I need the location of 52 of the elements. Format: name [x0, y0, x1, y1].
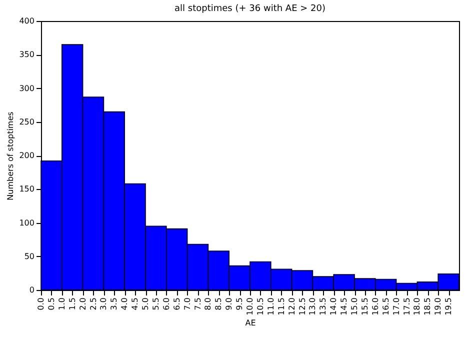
x-tick-label: 16.0 — [370, 298, 380, 316]
x-tick-label: 13.5 — [318, 298, 328, 316]
x-tick-label: 11.0 — [266, 298, 276, 316]
x-tick-label: 5.0 — [141, 298, 150, 310]
x-tick-label: 4.5 — [130, 298, 140, 310]
y-tick-label: 350 — [19, 50, 34, 60]
x-tick-label: 6.5 — [172, 298, 182, 310]
x-tick-label: 18.0 — [412, 298, 422, 316]
y-tick-label: 100 — [19, 218, 34, 228]
x-tick-label: 16.5 — [381, 298, 390, 316]
x-tick-label: 13.0 — [308, 298, 318, 316]
x-tick-label: 7.0 — [182, 298, 192, 310]
x-tick-label: 12.5 — [298, 298, 307, 316]
y-tick-label: 250 — [19, 117, 34, 126]
x-tick-label: 9.5 — [235, 298, 244, 310]
x-tick-label: 12.0 — [287, 298, 296, 316]
x-tick-label: 0.0 — [36, 298, 46, 310]
x-tick-label: 5.5 — [151, 298, 160, 310]
x-tick-label: 0.5 — [46, 298, 56, 310]
y-tick-label: 150 — [19, 184, 34, 194]
x-tick-label: 10.0 — [246, 298, 254, 316]
x-tick-label: 8.5 — [214, 298, 224, 310]
x-tick-label: 4.0 — [120, 298, 130, 310]
x-tick-label: 8.0 — [204, 298, 213, 310]
y-tick-label: 50 — [24, 252, 34, 261]
x-tick-label: 1.0 — [57, 298, 66, 310]
x-tick-label: 7.5 — [193, 298, 202, 310]
x-tick-label: 17.0 — [392, 298, 401, 316]
x-tick-label: 3.0 — [99, 298, 108, 310]
x-tick-label: 18.5 — [423, 298, 432, 316]
x-axis-title: AE — [245, 318, 256, 328]
x-tick-label: 2.0 — [78, 298, 88, 310]
x-tick-label: 15.5 — [360, 298, 370, 316]
x-tick-label: 6.0 — [162, 298, 171, 310]
x-tick-label: 17.5 — [402, 298, 412, 316]
x-tick-label: 11.5 — [276, 298, 286, 316]
x-tick-label: 2.5 — [88, 298, 98, 310]
y-axis-title: Numbers of stoptimes — [6, 112, 16, 200]
x-tick-label: 10.5 — [256, 298, 265, 316]
x-tick-label: 14.5 — [340, 298, 349, 316]
x-tick-label: 1.5 — [68, 298, 77, 310]
x-tick-label: 19.5 — [444, 298, 454, 316]
y-tick-label: 200 — [19, 151, 34, 160]
y-tick-label: 400 — [19, 16, 34, 26]
x-tick-label: 3.5 — [110, 298, 119, 310]
x-tick-label: 15.0 — [350, 298, 359, 316]
y-tick-label: 300 — [19, 84, 34, 93]
x-tick-label: 14.0 — [329, 298, 338, 316]
chart-title: all stoptimes (+ 36 with AE > 20) — [174, 4, 326, 14]
x-tick-label: 19.0 — [434, 298, 443, 316]
x-tick-label: 9.0 — [224, 298, 234, 310]
y-tick-label: 0 — [29, 286, 34, 294]
